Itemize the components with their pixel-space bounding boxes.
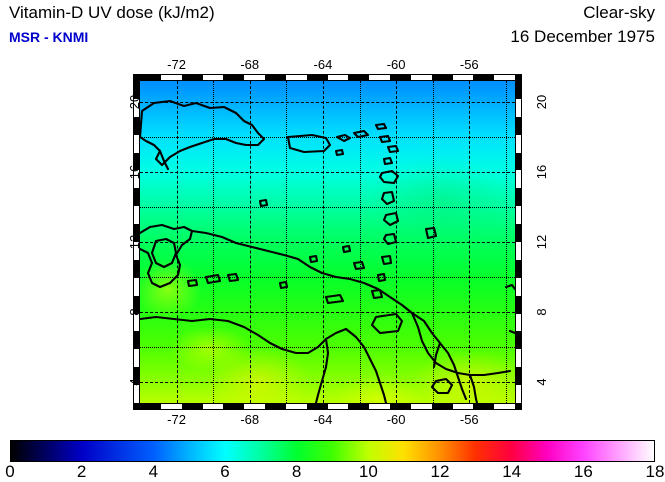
coastline-overlay — [140, 99, 515, 403]
condition-label: Clear-sky — [583, 3, 655, 22]
y-axis-tick-label-right: 12 — [534, 234, 549, 250]
y-axis-tick-label-left: 20 — [127, 94, 142, 110]
colorbar-gradient — [11, 441, 654, 461]
frame-tick-segment — [516, 313, 521, 332]
graticule-parallel — [140, 382, 515, 383]
x-axis-tick-label-top: -72 — [167, 57, 186, 72]
frame-tick-segment — [244, 404, 265, 409]
frame-tick-segment — [494, 404, 515, 409]
frame-tick-segment — [285, 404, 307, 409]
y-axis-tick-label-right: 8 — [534, 308, 549, 316]
frame-tick-segment — [516, 242, 521, 260]
colorbar-tick-label: 16 — [573, 462, 593, 481]
frame-tick-segment — [516, 98, 521, 117]
x-axis-tick-label-bottom: -72 — [167, 412, 186, 427]
x-axis-tick-label-top: -56 — [459, 57, 479, 72]
frame-tick-segment — [160, 404, 182, 409]
frame-tick-segment — [285, 75, 307, 80]
frame-tick-segment — [134, 313, 139, 332]
frame-tick-segment — [410, 75, 432, 80]
colorbar-tick-label: 10 — [358, 462, 378, 481]
colorbar-tick-label: 18 — [645, 462, 665, 481]
x-axis-tick-label-bottom: -64 — [313, 412, 333, 427]
frame-tick-segment — [134, 170, 139, 189]
colorbar-tick-label: 12 — [430, 462, 450, 481]
graticule-parallel — [140, 312, 515, 313]
colorbar-tick-label: 0 — [5, 462, 15, 481]
frame-tick-segment — [134, 277, 139, 296]
date-label: 16 December 1975 — [510, 27, 655, 46]
x-axis-tick-label-bottom: -56 — [459, 412, 479, 427]
colorbar-tick-label: 14 — [502, 462, 522, 481]
y-axis-tick-label-right: 4 — [534, 378, 549, 386]
graticule-parallel-minor — [140, 207, 515, 208]
graticule-parallel — [140, 242, 515, 243]
x-axis-tick-label-top: -64 — [313, 57, 333, 72]
frame-tick-segment — [202, 404, 224, 409]
frame-tick-segment — [134, 98, 139, 117]
colorbar-tick-label: 4 — [148, 462, 159, 481]
x-axis-tick-label-bottom: -60 — [386, 412, 406, 427]
frame-tick-segment — [452, 75, 474, 80]
frame-tick-segment — [369, 75, 390, 80]
frame-tick-segment — [516, 349, 521, 368]
frame-tick-segment — [134, 349, 139, 368]
page-title: Vitamin-D UV dose (kJ/m2) — [9, 3, 215, 22]
frame-tick-segment — [516, 277, 521, 296]
frame-tick-segment — [494, 75, 515, 80]
frame-tick-segment — [516, 206, 521, 225]
frame-tick-segment — [160, 75, 182, 80]
uv-anomaly-layer — [140, 157, 515, 403]
y-axis-tick-label-right: 20 — [534, 94, 549, 110]
graticule-parallel-minor — [140, 137, 515, 138]
frame-tick-segment — [452, 404, 474, 409]
map-plot — [133, 74, 522, 410]
y-axis-tick-label-left: 8 — [127, 308, 142, 316]
colorbar — [10, 440, 655, 462]
x-axis-tick-label-top: -68 — [240, 57, 260, 72]
colorbar-tick-label: 8 — [291, 462, 302, 481]
frame-tick-segment — [369, 404, 390, 409]
y-axis-tick-label-left: 4 — [127, 378, 142, 386]
frame-tick-segment — [327, 404, 349, 409]
frame-tick-segment — [410, 404, 432, 409]
frame-tick-segment — [202, 75, 224, 80]
frame-tick-segment — [516, 134, 521, 153]
frame-tick-segment — [134, 242, 139, 260]
y-axis-tick-label-right: 16 — [534, 164, 549, 180]
frame-tick-segment — [244, 75, 265, 80]
colorbar-tick-label: 6 — [220, 462, 230, 481]
colorbar-tick-label: 2 — [76, 462, 87, 481]
frame-tick-segment — [134, 134, 139, 153]
graticule-parallel — [140, 172, 515, 173]
graticule-parallel — [140, 102, 515, 103]
source-label: MSR - KNMI — [9, 29, 89, 45]
frame-tick-segment — [516, 170, 521, 189]
y-axis-tick-label-left: 16 — [127, 164, 142, 180]
graticule-parallel-minor — [140, 277, 515, 278]
x-axis-tick-label-top: -60 — [386, 57, 406, 72]
y-axis-tick-label-left: 12 — [127, 234, 142, 250]
frame-tick-segment — [327, 75, 349, 80]
frame-tick-segment — [134, 206, 139, 225]
frame-tick-segment — [516, 385, 521, 403]
frame-tick-segment — [134, 385, 139, 403]
x-axis-tick-label-bottom: -68 — [240, 412, 260, 427]
